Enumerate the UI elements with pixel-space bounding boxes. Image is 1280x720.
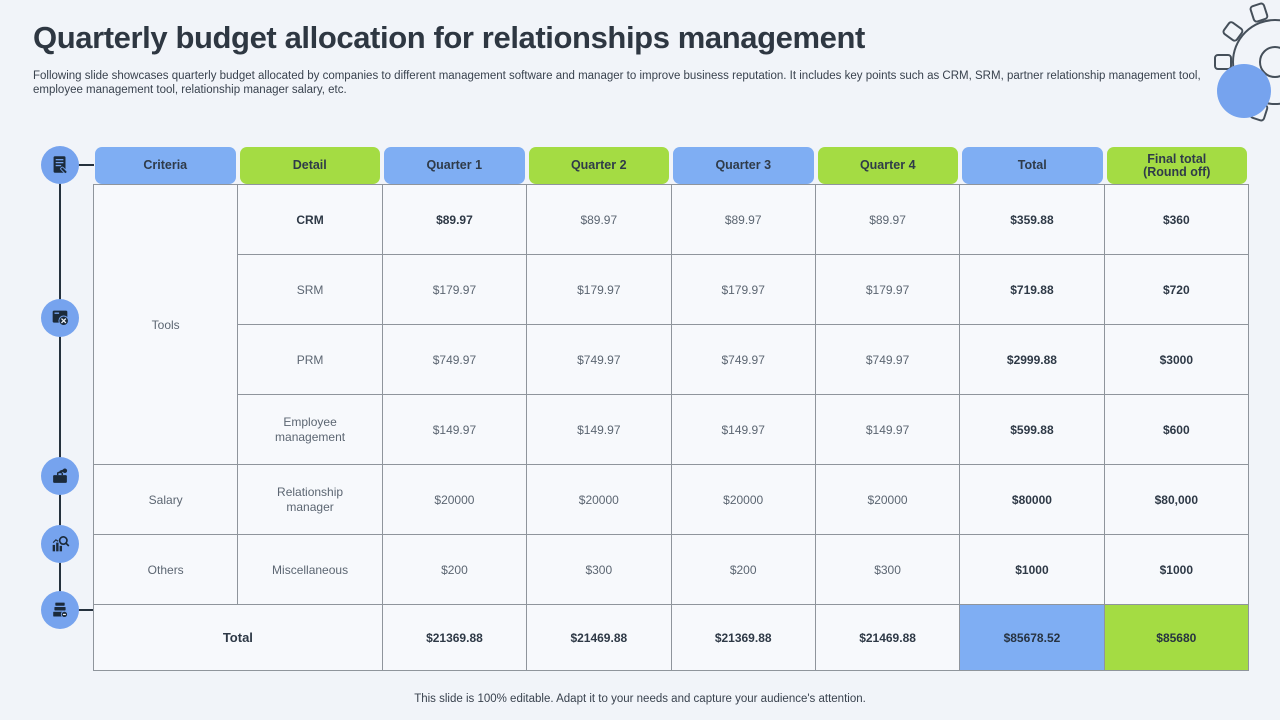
q4-cell: $179.97 [814, 254, 961, 325]
total-cell: $2999.88 [959, 324, 1105, 395]
final-cell: $3000 [1103, 324, 1250, 395]
grand-final-cell: $85680 [1103, 604, 1250, 671]
total-cell: $359.88 [959, 184, 1105, 255]
q2-cell: $21469.88 [526, 604, 672, 671]
q4-cell: $300 [814, 534, 961, 605]
management-tools-icon [41, 299, 79, 337]
final-cell: $720 [1103, 254, 1250, 325]
table-header-row: Criteria Detail Quarter 1 Quarter 2 Quar… [93, 147, 1249, 184]
total-funds-glyph [52, 601, 68, 618]
q3-cell: $149.97 [670, 394, 816, 465]
rail-connector-bottom [78, 609, 94, 611]
q2-cell: $300 [526, 534, 672, 605]
budget-analysis-glyph [52, 536, 70, 552]
q2-cell: $149.97 [526, 394, 672, 465]
total-row: Total $21369.88 $21469.88 $21369.88 $214… [93, 604, 1250, 671]
q4-cell: $149.97 [814, 394, 961, 465]
q2-cell: $749.97 [526, 324, 672, 395]
gear-icon [1214, 2, 1280, 122]
header-quarter-2: Quarter 2 [528, 147, 669, 184]
header-quarter-3: Quarter 3 [673, 147, 814, 184]
q4-cell: $20000 [814, 464, 961, 535]
total-cell: $719.88 [959, 254, 1105, 325]
detail-cell: Relationship manager [237, 464, 383, 535]
management-tools-glyph [52, 310, 69, 326]
budget-table: Criteria Detail Quarter 1 Quarter 2 Quar… [92, 147, 1250, 671]
header-final-total-label: Final total (Round off) [1143, 151, 1211, 179]
total-funds-icon [41, 591, 79, 629]
total-row-label: Total [93, 604, 383, 671]
q2-cell: $89.97 [526, 184, 672, 255]
q4-cell: $749.97 [814, 324, 961, 395]
q1-cell: $179.97 [381, 254, 528, 325]
criteria-cell: Salary [92, 464, 239, 535]
detail-cell: SRM [237, 254, 383, 325]
table-row: Salary Relationship manager $20000 $2000… [92, 464, 1250, 535]
q3-cell: $749.97 [670, 324, 816, 395]
criteria-cell: Tools [92, 184, 239, 465]
q2-cell: $20000 [526, 464, 672, 535]
budget-report-glyph [53, 156, 68, 174]
table-row: SRM $179.97 $179.97 $179.97 $179.97 $719… [94, 254, 1250, 325]
table-row: Employee management $149.97 $149.97 $149… [94, 394, 1250, 465]
page-title: Quarterly budget allocation for relation… [33, 20, 865, 55]
final-cell: $1000 [1103, 534, 1250, 605]
q3-cell: $20000 [670, 464, 816, 535]
q1-cell: $20000 [381, 464, 528, 535]
total-cell: $599.88 [959, 394, 1105, 465]
grand-total-cell: $85678.52 [959, 604, 1105, 671]
blue-dot-decoration [1217, 64, 1271, 118]
final-cell: $360 [1103, 184, 1250, 255]
rail-connector-top [78, 164, 94, 166]
footer-note: This slide is 100% editable. Adapt it to… [414, 693, 866, 705]
final-cell: $600 [1103, 394, 1250, 465]
detail-cell: PRM [237, 324, 383, 395]
q1-cell: $200 [381, 534, 528, 605]
q1-cell: $149.97 [381, 394, 528, 465]
total-cell: $1000 [959, 534, 1105, 605]
q2-cell: $179.97 [526, 254, 672, 325]
detail-cell: Employee management [237, 394, 383, 465]
header-quarter-1: Quarter 1 [384, 147, 525, 184]
table-body: Tools CRM $89.97 $89.97 $89.97 $89.97 $3… [92, 184, 1250, 671]
table-row: Tools CRM $89.97 $89.97 $89.97 $89.97 $3… [92, 184, 1250, 465]
criteria-cell: Others [92, 534, 239, 605]
q4-cell: $89.97 [814, 184, 961, 255]
icon-rail-line [59, 165, 61, 612]
final-cell: $80,000 [1103, 464, 1250, 535]
q3-cell: $89.97 [670, 184, 816, 255]
total-cell: $80000 [959, 464, 1105, 535]
salary-payment-glyph [53, 467, 68, 483]
q1-cell: $749.97 [381, 324, 528, 395]
detail-label: Relationship manager [277, 484, 344, 514]
slide-description: Following slide showcases quarterly budg… [33, 70, 1201, 96]
detail-cell: Miscellaneous [237, 534, 383, 605]
budget-report-icon [41, 146, 79, 184]
q1-cell: $21369.88 [381, 604, 528, 671]
header-detail: Detail [239, 147, 380, 184]
budget-analysis-icon [41, 525, 79, 563]
salary-payment-icon [41, 457, 79, 495]
q4-cell: $21469.88 [814, 604, 961, 671]
detail-cell: CRM [237, 184, 383, 255]
q1-cell: $89.97 [381, 184, 528, 255]
q3-cell: $179.97 [670, 254, 816, 325]
header-final-total: Final total (Round off) [1106, 147, 1247, 184]
q3-cell: $200 [670, 534, 816, 605]
table-row: Others Miscellaneous $200 $300 $200 $300… [92, 534, 1250, 605]
header-criteria: Criteria [95, 147, 236, 184]
q3-cell: $21369.88 [670, 604, 816, 671]
header-quarter-4: Quarter 4 [817, 147, 958, 184]
detail-label: Employee management [275, 414, 346, 444]
header-total: Total [962, 147, 1103, 184]
table-row: PRM $749.97 $749.97 $749.97 $749.97 $299… [94, 324, 1250, 395]
